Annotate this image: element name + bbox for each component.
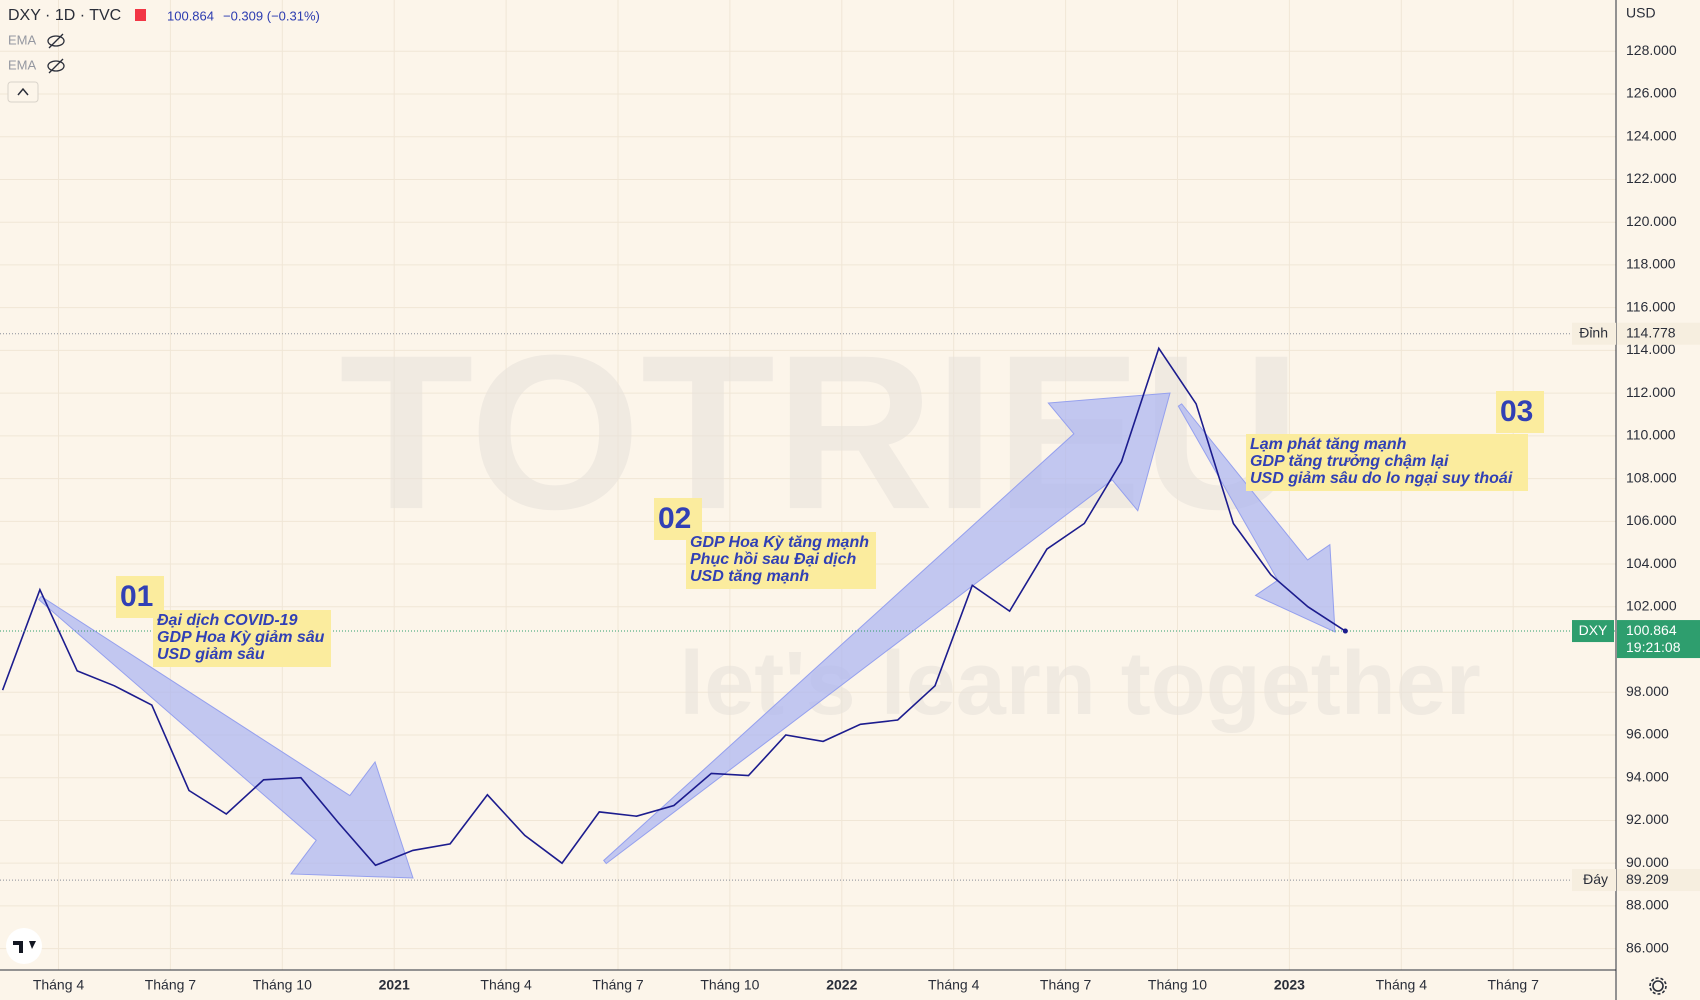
annotation-line: Đại dịch COVID-19 — [157, 612, 298, 629]
last-point — [1342, 628, 1348, 634]
settings-icon[interactable] — [1649, 977, 1667, 995]
price-line-label: Đỉnh — [1579, 324, 1608, 340]
countdown: 19:21:08 — [1626, 639, 1681, 655]
trend-arrow — [1177, 403, 1336, 633]
annotation-line: USD giảm sâu do lo ngại suy thoái — [1250, 470, 1513, 487]
price-line-value: 114.778 — [1626, 324, 1676, 340]
x-tick-label: 2021 — [379, 977, 410, 993]
y-tick-label: 116.000 — [1626, 298, 1676, 314]
tv-logo[interactable] — [6, 928, 42, 964]
x-tick-label: Tháng 4 — [33, 977, 85, 993]
last-price: 100.864 — [167, 8, 214, 23]
y-tick-label: 120.000 — [1626, 213, 1677, 229]
trend-arrow — [603, 392, 1171, 865]
last-price-bg — [1617, 620, 1700, 659]
x-tick-label: Tháng 7 — [1040, 977, 1092, 993]
y-tick-label: 108.000 — [1626, 469, 1677, 485]
x-tick-label: 2022 — [826, 977, 857, 993]
x-tick-label: Tháng 4 — [928, 977, 980, 993]
annotation-line: USD giảm sâu — [157, 646, 265, 663]
series-name: DXY — [1579, 622, 1608, 638]
x-tick-label: 2023 — [1274, 977, 1305, 993]
price-line-value: 89.209 — [1626, 871, 1669, 887]
annotation-bg — [686, 532, 876, 589]
y-tick-label: 94.000 — [1626, 768, 1669, 784]
annotation-line: USD tăng mạnh — [690, 568, 809, 585]
indicator-ema[interactable]: EMA — [8, 57, 37, 72]
flag-icon[interactable] — [135, 9, 146, 21]
y-tick-label: 114.000 — [1626, 341, 1676, 357]
annotation-line: GDP Hoa Kỳ giảm sâu — [157, 629, 325, 646]
currency[interactable]: USD — [1626, 5, 1656, 21]
y-tick-label: 128.000 — [1626, 42, 1677, 58]
x-tick-label: Tháng 7 — [145, 977, 197, 993]
symbol[interactable]: DXY · 1D · TVC — [8, 7, 121, 24]
y-tick-label: 90.000 — [1626, 854, 1669, 870]
x-tick-label: Tháng 4 — [480, 977, 532, 993]
y-tick-label: 92.000 — [1626, 811, 1669, 827]
last-price-label: 100.864 — [1626, 622, 1677, 638]
series-name-bg — [1572, 620, 1614, 643]
y-tick-label: 124.000 — [1626, 127, 1677, 143]
annotation-line: GDP Hoa Kỳ tăng mạnh — [690, 534, 869, 551]
annotation-number: 02 — [658, 502, 691, 535]
y-tick-label: 122.000 — [1626, 170, 1677, 186]
x-tick-label: Tháng 7 — [1488, 977, 1540, 993]
x-tick-label: Tháng 4 — [1376, 977, 1428, 993]
annotation-line: Lạm phát tăng mạnh — [1250, 436, 1407, 453]
y-tick-label: 88.000 — [1626, 897, 1669, 913]
trend-arrow — [38, 595, 414, 879]
x-tick-label: Tháng 10 — [253, 977, 312, 993]
annotation-number: 03 — [1500, 395, 1533, 428]
price-line-label-bg — [1572, 322, 1616, 345]
annotation-bg — [1246, 434, 1528, 491]
collapse-button[interactable] — [7, 81, 39, 103]
y-tick-label: 104.000 — [1626, 555, 1677, 571]
x-tick-label: Tháng 7 — [592, 977, 644, 993]
price-line-label-bg — [1572, 869, 1616, 892]
annotation-bg — [153, 610, 331, 667]
x-tick-label: Tháng 10 — [1148, 977, 1207, 993]
price-line-value-bg — [1617, 869, 1700, 892]
y-tick-label: 96.000 — [1626, 726, 1669, 742]
price-line-label: Đáy — [1583, 871, 1608, 887]
annotation-line: GDP tăng trưởng chậm lại — [1250, 453, 1449, 470]
y-tick-label: 86.000 — [1626, 939, 1669, 955]
y-tick-label: 106.000 — [1626, 512, 1677, 528]
annotation-number: 01 — [120, 580, 153, 613]
hidden-icons[interactable] — [47, 33, 65, 74]
price-line-value-bg — [1617, 322, 1700, 345]
y-tick-label: 112.000 — [1626, 384, 1676, 400]
indicator-ema[interactable]: EMA — [8, 32, 37, 47]
y-tick-label: 118.000 — [1626, 256, 1676, 272]
y-tick-label: 102.000 — [1626, 597, 1677, 613]
price-line-series — [1, 346, 1346, 867]
x-tick-label: Tháng 10 — [700, 977, 759, 993]
price-change: −0.309 (−0.31%) — [223, 8, 320, 23]
annotation-line: Phục hồi sau Đại dịch — [690, 551, 856, 568]
collapse-icon[interactable] — [17, 87, 29, 96]
y-tick-label: 110.000 — [1626, 427, 1676, 443]
annotation-number-bg — [1496, 391, 1544, 433]
y-tick-label: 126.000 — [1626, 85, 1677, 101]
y-tick-label: 98.000 — [1626, 683, 1669, 699]
